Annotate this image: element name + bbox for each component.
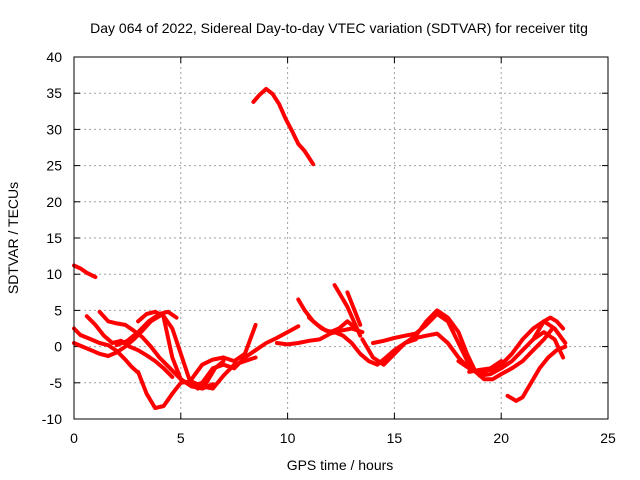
- y-tick-label: 10: [46, 266, 62, 282]
- series-line-pass-21: [467, 319, 568, 374]
- y-tick-label: 20: [46, 194, 62, 210]
- series-line-pass-1: [72, 263, 98, 280]
- x-tick-label: 10: [280, 430, 296, 446]
- x-tick-label: 5: [177, 430, 185, 446]
- series-line-pass-6: [114, 309, 179, 348]
- y-tick-label: 35: [46, 85, 62, 101]
- x-tick-label: 15: [387, 430, 403, 446]
- series-line-pass-11: [251, 86, 316, 167]
- series-line-pass-15: [332, 283, 363, 338]
- series-line-pass-14: [307, 315, 418, 367]
- series-line-pass-19: [403, 308, 555, 382]
- y-tick-label: -5: [50, 375, 63, 391]
- y-tick-label: -10: [42, 411, 62, 427]
- y-tick-label: 15: [46, 230, 62, 246]
- x-tick-label: 0: [70, 430, 78, 446]
- series-line-pass-22: [505, 344, 568, 403]
- x-axis-title: GPS time / hours: [287, 457, 394, 473]
- y-axis-title: SDTVAR / TECUs: [5, 182, 21, 294]
- series-line-pass-4: [84, 314, 175, 379]
- x-tick-label: 25: [600, 430, 616, 446]
- series-line-pass-23: [531, 315, 566, 342]
- series-line-pass-2: [72, 326, 141, 375]
- series-line-pass-18: [371, 312, 504, 378]
- y-tick-label: 5: [54, 302, 62, 318]
- series-line-pass-16: [345, 290, 363, 327]
- y-tick-label: 40: [46, 49, 62, 65]
- series-line-pass-8: [136, 309, 226, 391]
- grid-lines: [73, 56, 609, 420]
- series-line-pass-10: [189, 322, 258, 382]
- series-line-pass-9: [161, 315, 301, 389]
- series-line-pass-12: [274, 326, 365, 347]
- y-tick-label: 0: [54, 339, 62, 355]
- y-tick-label: 25: [46, 158, 62, 174]
- x-tick-label: 20: [493, 430, 509, 446]
- data-series: [72, 86, 568, 411]
- chart-title: Day 064 of 2022, Sidereal Day-to-day VTE…: [90, 20, 588, 36]
- plot-frame: [73, 56, 609, 420]
- y-tick-label: 30: [46, 121, 62, 137]
- axes: 0 5 10 15 20 25 -10 -5 0 5 10 15 20 25 30 35 40: [42, 49, 616, 446]
